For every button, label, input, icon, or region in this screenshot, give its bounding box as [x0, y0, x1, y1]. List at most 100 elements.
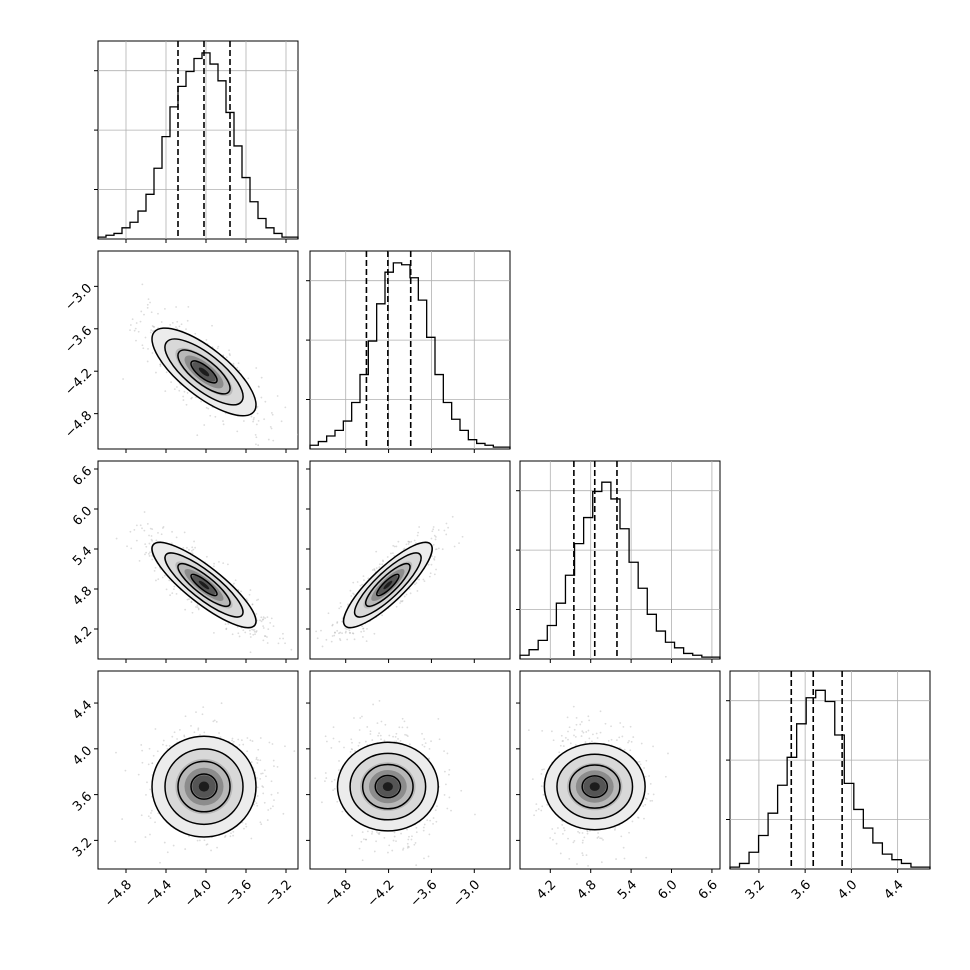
sample-point [192, 548, 195, 551]
sample-point [399, 600, 402, 603]
sample-point [253, 628, 256, 631]
sample-point [619, 722, 622, 724]
sample-point [623, 857, 626, 860]
sample-point [150, 809, 153, 812]
sample-point [250, 415, 253, 418]
sample-point [559, 744, 562, 747]
sample-point [615, 858, 617, 860]
sample-point [246, 599, 249, 602]
sample-point [129, 530, 132, 533]
sample-point [595, 732, 598, 735]
sample-point [225, 627, 228, 630]
sample-point [184, 715, 187, 718]
sample-point [405, 593, 408, 596]
panel-frame [97, 40, 299, 240]
sample-point [141, 749, 144, 752]
sample-point [229, 835, 232, 838]
sample-point [171, 592, 174, 595]
sample-point [336, 800, 339, 803]
contour-line [556, 753, 634, 820]
sample-point [191, 611, 194, 614]
sample-point [147, 347, 149, 350]
sample-point [338, 638, 341, 640]
sample-point [388, 734, 391, 737]
sample-point [282, 637, 285, 640]
sample-point [349, 632, 352, 634]
sample-point [430, 537, 433, 540]
sample-point [163, 841, 166, 844]
sample-point [251, 603, 254, 606]
sample-point [135, 322, 138, 324]
sample-point [216, 846, 218, 849]
sample-point [628, 739, 630, 742]
sample-point [408, 835, 410, 838]
sample-point [551, 828, 554, 830]
sample-point [446, 807, 449, 810]
sample-point [213, 562, 215, 565]
sample-point [403, 720, 406, 723]
sample-point [359, 717, 362, 719]
sample-point [406, 846, 409, 849]
sample-point [282, 812, 285, 815]
sample-point [414, 583, 416, 586]
sample-point [350, 595, 353, 597]
sample-point [176, 320, 179, 323]
sample-point [260, 823, 263, 826]
sample-point [140, 310, 143, 313]
sample-point [352, 632, 355, 635]
sample-point [144, 553, 146, 556]
sample-point [336, 629, 339, 632]
sample-point [263, 769, 266, 772]
sample-point [615, 739, 618, 742]
sample-point [290, 648, 293, 651]
sample-point [207, 407, 210, 410]
sample-point [152, 325, 155, 328]
sample-point [378, 732, 380, 735]
contour-line [164, 552, 244, 618]
sample-point [197, 727, 200, 730]
sample-point [261, 785, 264, 788]
sample-point [543, 768, 545, 771]
sample-point [190, 600, 193, 603]
sample-point [421, 732, 423, 735]
sample-point [330, 747, 333, 749]
sample-point [358, 729, 361, 731]
sample-point [568, 726, 571, 729]
sample-point [567, 738, 569, 741]
sample-point [232, 830, 235, 833]
sample-point [131, 318, 134, 321]
sample-point [261, 772, 264, 775]
sample-point [408, 588, 411, 590]
sample-point [638, 760, 641, 763]
sample-point [233, 582, 235, 585]
sample-point [384, 723, 387, 726]
sample-point [146, 522, 149, 525]
sample-point [222, 354, 225, 357]
sample-point [540, 785, 543, 788]
sample-point [433, 534, 436, 537]
sample-point [395, 545, 398, 548]
sample-point [250, 837, 253, 840]
sample-point [203, 731, 206, 734]
sample-point [188, 835, 190, 838]
sample-point [196, 604, 199, 607]
sample-point [269, 807, 272, 810]
sample-point [146, 306, 149, 309]
sample-point [537, 808, 540, 810]
sample-point [444, 783, 447, 786]
sample-point [256, 762, 259, 764]
sample-point [361, 625, 364, 628]
sample-point [541, 729, 544, 732]
sample-point [184, 608, 187, 611]
sample-point [171, 735, 174, 738]
panel-content [527, 705, 669, 867]
sample-point [232, 362, 235, 365]
sample-point [244, 823, 247, 825]
sample-point [260, 396, 263, 399]
sample-point [331, 635, 334, 637]
sample-point [441, 548, 444, 551]
sample-point [169, 594, 171, 597]
sample-point [262, 618, 265, 621]
sample-point [373, 569, 376, 571]
